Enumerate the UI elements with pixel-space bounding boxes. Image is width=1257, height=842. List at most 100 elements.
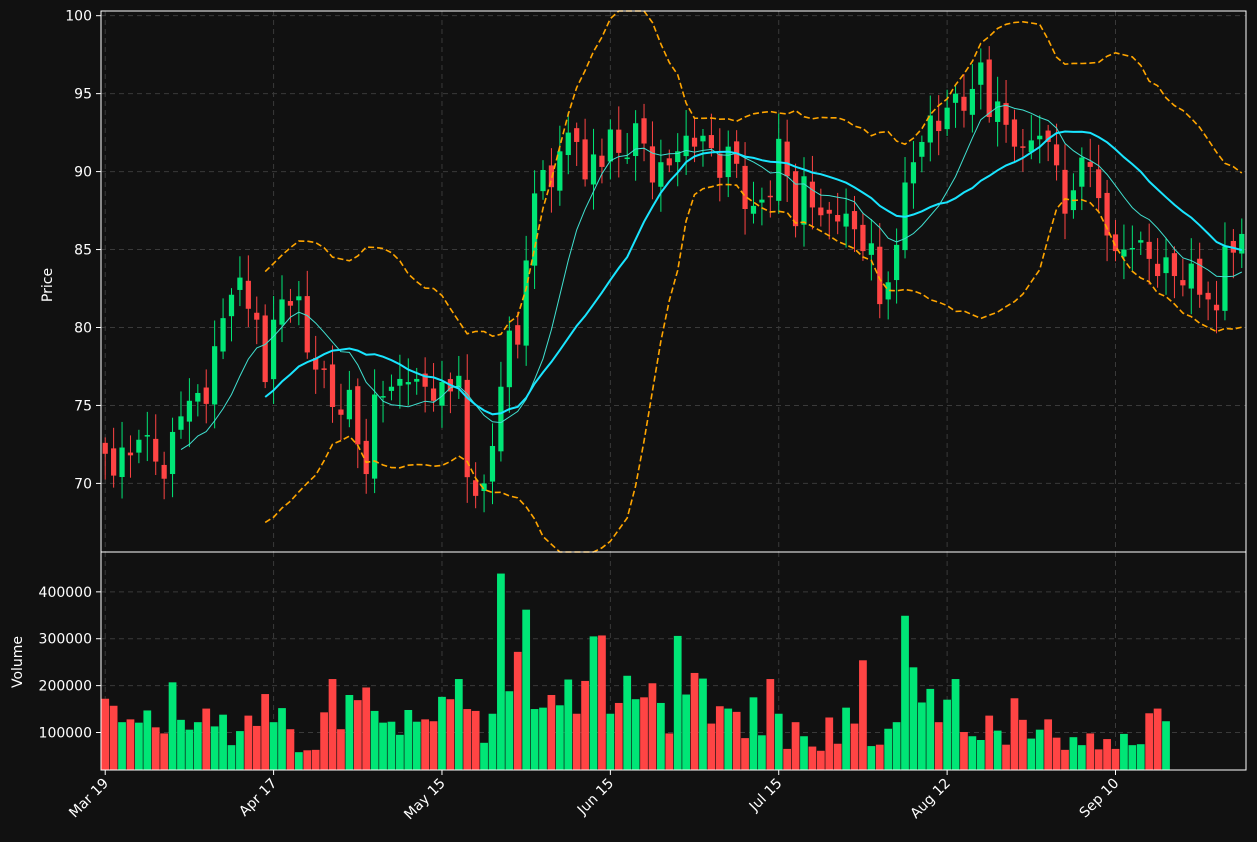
candle-body [262,315,268,383]
volume-bar [749,697,758,770]
candle-body [456,375,462,388]
volume-axis-label: Volume [10,636,26,688]
volume-bar [800,736,808,770]
volume-bar [202,708,211,770]
candle-body [700,135,706,142]
volume-bar [732,711,741,770]
candle-body [515,325,521,345]
candle-body [372,394,378,479]
volume-bar [320,712,328,770]
volume-bar [741,738,749,770]
candle-body [877,246,883,305]
candle-body [1138,240,1144,243]
candle-body [498,386,504,452]
candle-body [767,195,773,198]
candle-body [380,396,386,398]
candle-body [313,357,319,370]
volume-bar [219,714,227,770]
candle-body [321,368,327,370]
volume-bar [1044,719,1053,770]
candle-body [212,346,218,405]
volume-bar [1128,745,1137,770]
candle-body [111,448,117,476]
candle-body [969,88,975,115]
bollinger-lower-line [264,183,1242,553]
volume-bar [429,721,438,770]
candle-body [776,138,782,201]
candle-body [531,193,538,266]
candle-body [523,260,529,346]
volume-bar [278,708,286,770]
candle-body [944,107,950,130]
volume-bar [101,698,110,770]
volume-bar [539,707,547,770]
candle-body [616,129,622,153]
volume-bar [497,573,505,770]
volume-bar [564,679,573,770]
candle-body [986,59,992,118]
volume-bar [1035,729,1044,770]
candle-body [1188,263,1194,289]
volume-bar [1069,737,1078,770]
volume-bar [1061,749,1069,770]
volume-bar [488,713,497,770]
candle-body [473,480,479,496]
candle-body [363,440,369,475]
candle-body [405,382,411,385]
volume-bar [1145,713,1154,770]
candle-body [422,373,428,387]
volume-bar [699,678,707,770]
volume-bar [572,713,581,770]
volume-bar [960,732,968,770]
candle-body [287,301,294,306]
volume-bar [1086,733,1095,770]
candle-body [346,389,352,420]
candle-body [338,409,344,415]
candle-body [691,137,698,147]
candle-body [936,120,942,132]
volume-bar [328,679,337,770]
candle-body [565,132,571,156]
candle-body [127,452,134,456]
volume-bar [631,699,640,770]
candle-body [1239,233,1245,254]
volume-bar [396,734,404,770]
candle-body [228,294,235,317]
candle-body [1129,247,1135,250]
candle-body [1028,140,1034,153]
volume-bar [227,745,236,770]
volume-bar [353,700,362,770]
volume-bar [656,702,665,770]
volume-bar [614,702,623,770]
volume-panel [101,573,1170,770]
volume-bar [1010,698,1019,770]
volume-bar [480,742,488,770]
candle-body [978,62,984,85]
volume-bar [673,635,682,770]
volume-bar [1094,749,1103,770]
volume-bar [993,730,1002,770]
volume-bar [976,739,985,770]
candle-body [481,483,487,492]
candle-body [1222,246,1228,311]
candle-body [1205,292,1211,300]
volume-bar [311,749,320,770]
volume-bar [951,679,960,770]
price-tick-label: 75 [74,398,92,414]
volume-bar [816,750,825,770]
volume-bar [463,709,472,770]
candle-body [144,435,150,437]
price-tick-label: 85 [74,243,92,259]
candle-body [927,115,933,143]
volume-bar [934,722,943,770]
candle-body [136,439,142,453]
candle-body [683,135,689,157]
volume-bar [715,706,724,770]
candle-body [708,135,714,149]
candle-body [868,243,874,255]
volume-bar [337,729,345,770]
candle-body [245,280,251,309]
candle-body [860,224,866,252]
volume-bar [269,722,278,770]
volume-bar [589,636,598,770]
